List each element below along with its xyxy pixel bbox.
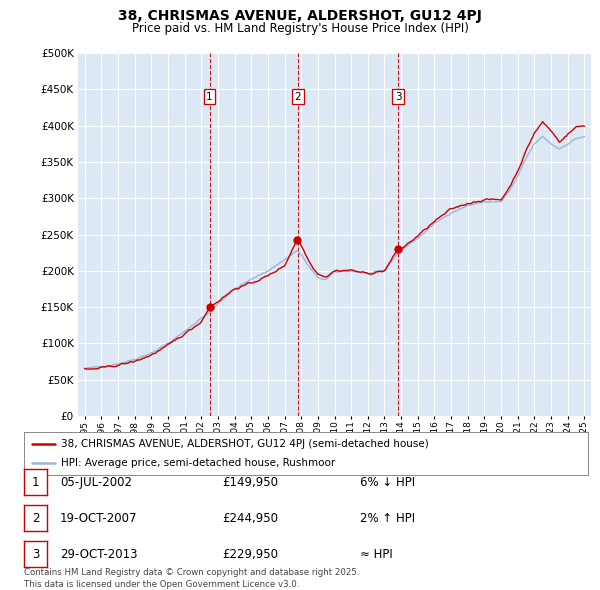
Text: 2: 2 [295,91,301,101]
Text: 05-JUL-2002: 05-JUL-2002 [60,476,132,489]
Text: 19-OCT-2007: 19-OCT-2007 [60,512,137,525]
Text: £244,950: £244,950 [222,512,278,525]
Text: 38, CHRISMAS AVENUE, ALDERSHOT, GU12 4PJ (semi-detached house): 38, CHRISMAS AVENUE, ALDERSHOT, GU12 4PJ… [61,439,428,449]
Text: 3: 3 [395,91,401,101]
Text: HPI: Average price, semi-detached house, Rushmoor: HPI: Average price, semi-detached house,… [61,458,335,468]
Text: 1: 1 [32,476,39,489]
Text: £229,950: £229,950 [222,548,278,560]
Text: Price paid vs. HM Land Registry's House Price Index (HPI): Price paid vs. HM Land Registry's House … [131,22,469,35]
Text: £149,950: £149,950 [222,476,278,489]
Text: 3: 3 [32,548,39,560]
Text: 2% ↑ HPI: 2% ↑ HPI [360,512,415,525]
Text: ≈ HPI: ≈ HPI [360,548,393,560]
Text: Contains HM Land Registry data © Crown copyright and database right 2025.
This d: Contains HM Land Registry data © Crown c… [24,568,359,589]
Text: 2: 2 [32,512,39,525]
Text: 6% ↓ HPI: 6% ↓ HPI [360,476,415,489]
Text: 38, CHRISMAS AVENUE, ALDERSHOT, GU12 4PJ: 38, CHRISMAS AVENUE, ALDERSHOT, GU12 4PJ [118,9,482,23]
Text: 29-OCT-2013: 29-OCT-2013 [60,548,137,560]
Text: 1: 1 [206,91,213,101]
